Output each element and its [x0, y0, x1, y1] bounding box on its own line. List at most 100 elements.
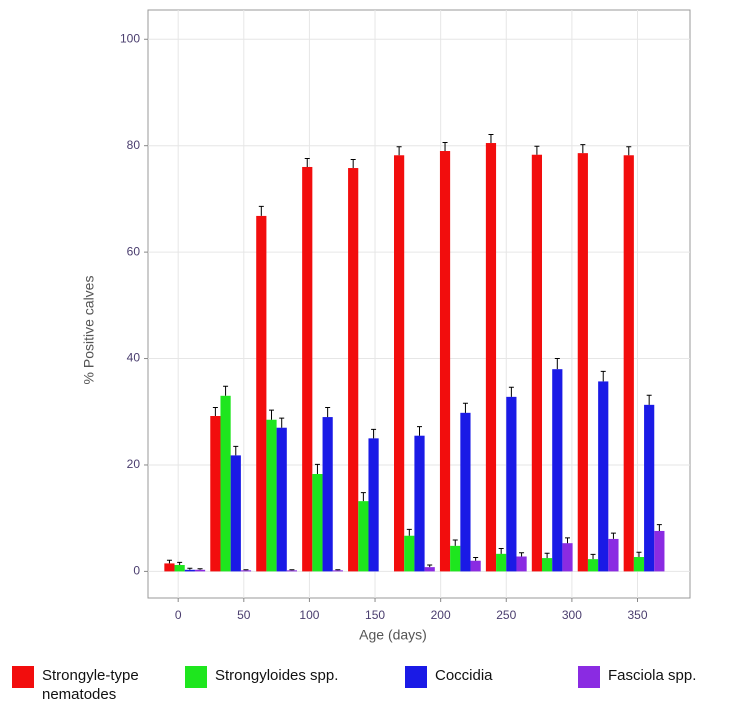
bar	[577, 153, 588, 572]
bar	[485, 143, 497, 572]
bar	[358, 501, 369, 572]
bar	[266, 419, 277, 572]
y-tick-label: 100	[120, 31, 140, 45]
bar	[276, 427, 287, 572]
error-bar	[610, 532, 616, 539]
bar	[424, 567, 435, 572]
error-bar	[600, 370, 606, 382]
bar	[439, 151, 451, 572]
x-tick-label: 100	[299, 608, 319, 622]
error-bar	[243, 569, 249, 571]
bar	[414, 435, 425, 572]
bar	[322, 417, 333, 572]
bar	[230, 455, 241, 572]
bar	[506, 396, 517, 572]
error-bar	[289, 569, 295, 571]
legend-item: Coccidia	[405, 666, 493, 688]
legend-swatch	[405, 666, 427, 688]
legend-item: Fasciola spp.	[578, 666, 696, 688]
bar	[542, 558, 553, 572]
error-bar	[473, 557, 479, 561]
x-tick-label: 0	[175, 608, 182, 622]
legend-swatch	[578, 666, 600, 688]
y-tick-label: 60	[127, 244, 141, 258]
error-bar	[656, 524, 662, 531]
bar	[633, 557, 645, 572]
error-bar	[406, 528, 412, 536]
legend-label: Strongyle-type nematodes	[42, 667, 139, 703]
bar	[220, 395, 231, 572]
x-tick-label: 200	[431, 608, 451, 622]
error-bar	[452, 539, 458, 546]
error-bar	[498, 548, 504, 554]
bar	[562, 543, 573, 572]
error-bar	[187, 567, 193, 570]
error-bar	[223, 385, 229, 396]
error-bar	[442, 142, 448, 152]
x-axis-label: Age (days)	[359, 627, 427, 643]
error-bar	[396, 146, 402, 156]
error-bar	[371, 428, 377, 439]
y-tick-label: 20	[127, 457, 141, 471]
bar	[240, 570, 252, 572]
bar	[552, 369, 563, 572]
legend: Strongyle-type nematodes Strongyloides sp…	[0, 662, 730, 707]
error-bar	[269, 409, 275, 420]
y-tick-label: 80	[127, 138, 141, 152]
x-tick-label: 50	[237, 608, 251, 622]
legend-label: Strongyloides spp.	[215, 667, 339, 684]
error-bar	[427, 564, 433, 568]
error-bar	[508, 386, 514, 397]
error-bar	[488, 134, 494, 144]
bar	[623, 155, 634, 572]
y-axis-label: % Positive calves	[81, 276, 97, 385]
bar	[460, 412, 471, 572]
y-tick-label: 40	[127, 351, 141, 365]
legend-item: Strongyloides spp.	[185, 666, 338, 688]
bar	[164, 563, 175, 572]
bar	[174, 565, 185, 572]
x-tick-label: 150	[365, 608, 385, 622]
error-bar	[417, 426, 423, 436]
error-bar	[636, 551, 642, 558]
bar	[404, 535, 415, 572]
x-tick-label: 300	[562, 608, 582, 622]
bar	[644, 404, 655, 572]
error-bar	[233, 445, 239, 456]
bar	[256, 215, 267, 572]
error-bar	[335, 569, 341, 571]
error-bar	[304, 157, 310, 167]
error-bar	[212, 406, 218, 417]
error-bar	[350, 159, 356, 169]
bar	[348, 168, 359, 572]
bar	[194, 569, 206, 572]
bar	[210, 416, 221, 572]
bar	[302, 166, 313, 572]
legend-label: Coccidia	[435, 667, 493, 684]
error-bar	[590, 553, 596, 560]
bar	[394, 155, 405, 572]
bar	[286, 570, 298, 572]
error-bar	[462, 402, 468, 413]
legend-swatch	[12, 666, 34, 688]
legend-item: Strongyle-type nematodes	[12, 666, 192, 704]
error-bar	[580, 144, 586, 154]
error-bar	[166, 559, 172, 564]
error-bar	[314, 463, 320, 475]
bar	[332, 570, 343, 572]
bar	[470, 560, 481, 572]
bar	[450, 545, 461, 572]
x-tick-label: 350	[627, 608, 647, 622]
legend-label: Fasciola spp.	[608, 667, 697, 684]
bar	[608, 538, 619, 572]
error-bar	[554, 358, 560, 370]
x-tick-label: 250	[496, 608, 516, 622]
bar	[368, 438, 379, 572]
error-bar	[565, 537, 571, 544]
error-bar	[325, 406, 331, 418]
bar	[184, 569, 195, 572]
chart: % Positive calves Age (days) 0 20 40 60 80 10…	[81, 9, 691, 643]
bar	[312, 474, 323, 572]
legend-swatch	[185, 666, 207, 688]
